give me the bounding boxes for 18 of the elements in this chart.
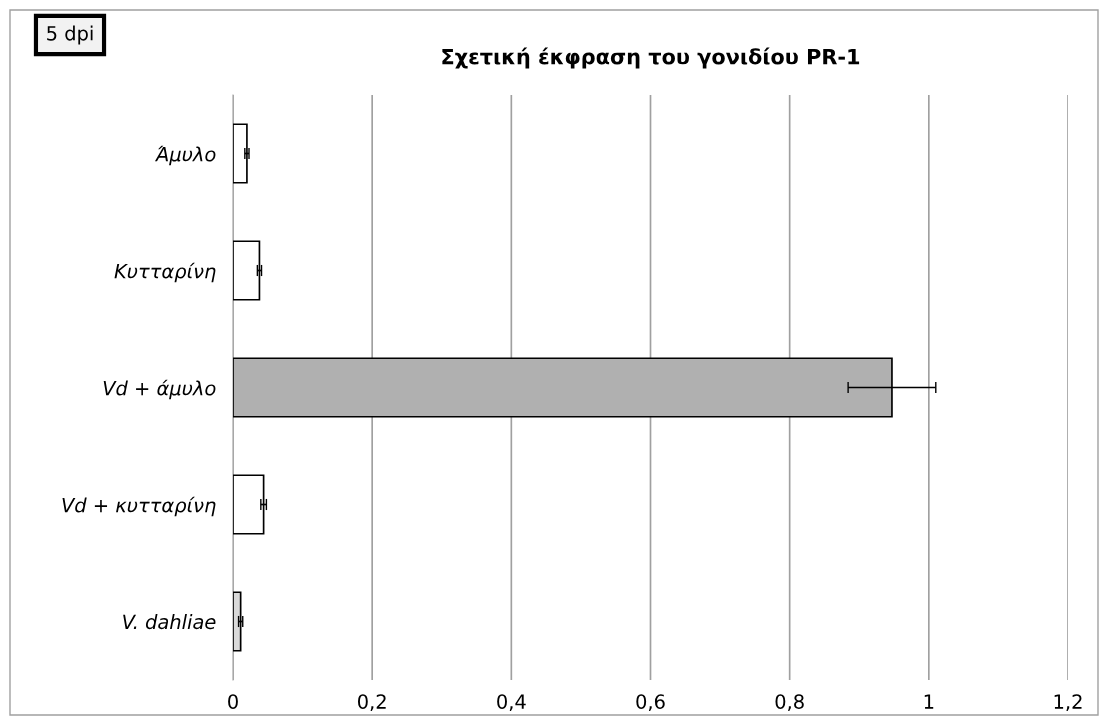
y-tick-label: Vd + κυτταρίνη (62, 496, 216, 517)
y-tick-label: Κυτταρίνη (114, 262, 216, 283)
x-tick-label: 1 (924, 694, 934, 709)
chart-title: Σχετική έκφραση του γονιδίου PR-1 (442, 47, 860, 69)
bar (233, 240, 261, 301)
x-tick-label: 0 (228, 694, 238, 709)
x-tick-label: 1,2 (1054, 694, 1082, 711)
text: 5 dpi (47, 25, 93, 45)
bar (233, 591, 242, 652)
bar (233, 474, 265, 535)
bar (233, 123, 248, 184)
y-tick-label: Vd + άμυλο (103, 379, 216, 400)
y-tick-label: Άμυλο (154, 145, 216, 166)
x-tick-label: 0,2 (357, 694, 386, 711)
x-tick-label: 0,8 (775, 694, 804, 711)
x-tick-label: 0,6 (636, 694, 665, 711)
y-tick-label: V. dahliae (123, 614, 216, 630)
x-tick-label: 0,4 (497, 694, 526, 711)
